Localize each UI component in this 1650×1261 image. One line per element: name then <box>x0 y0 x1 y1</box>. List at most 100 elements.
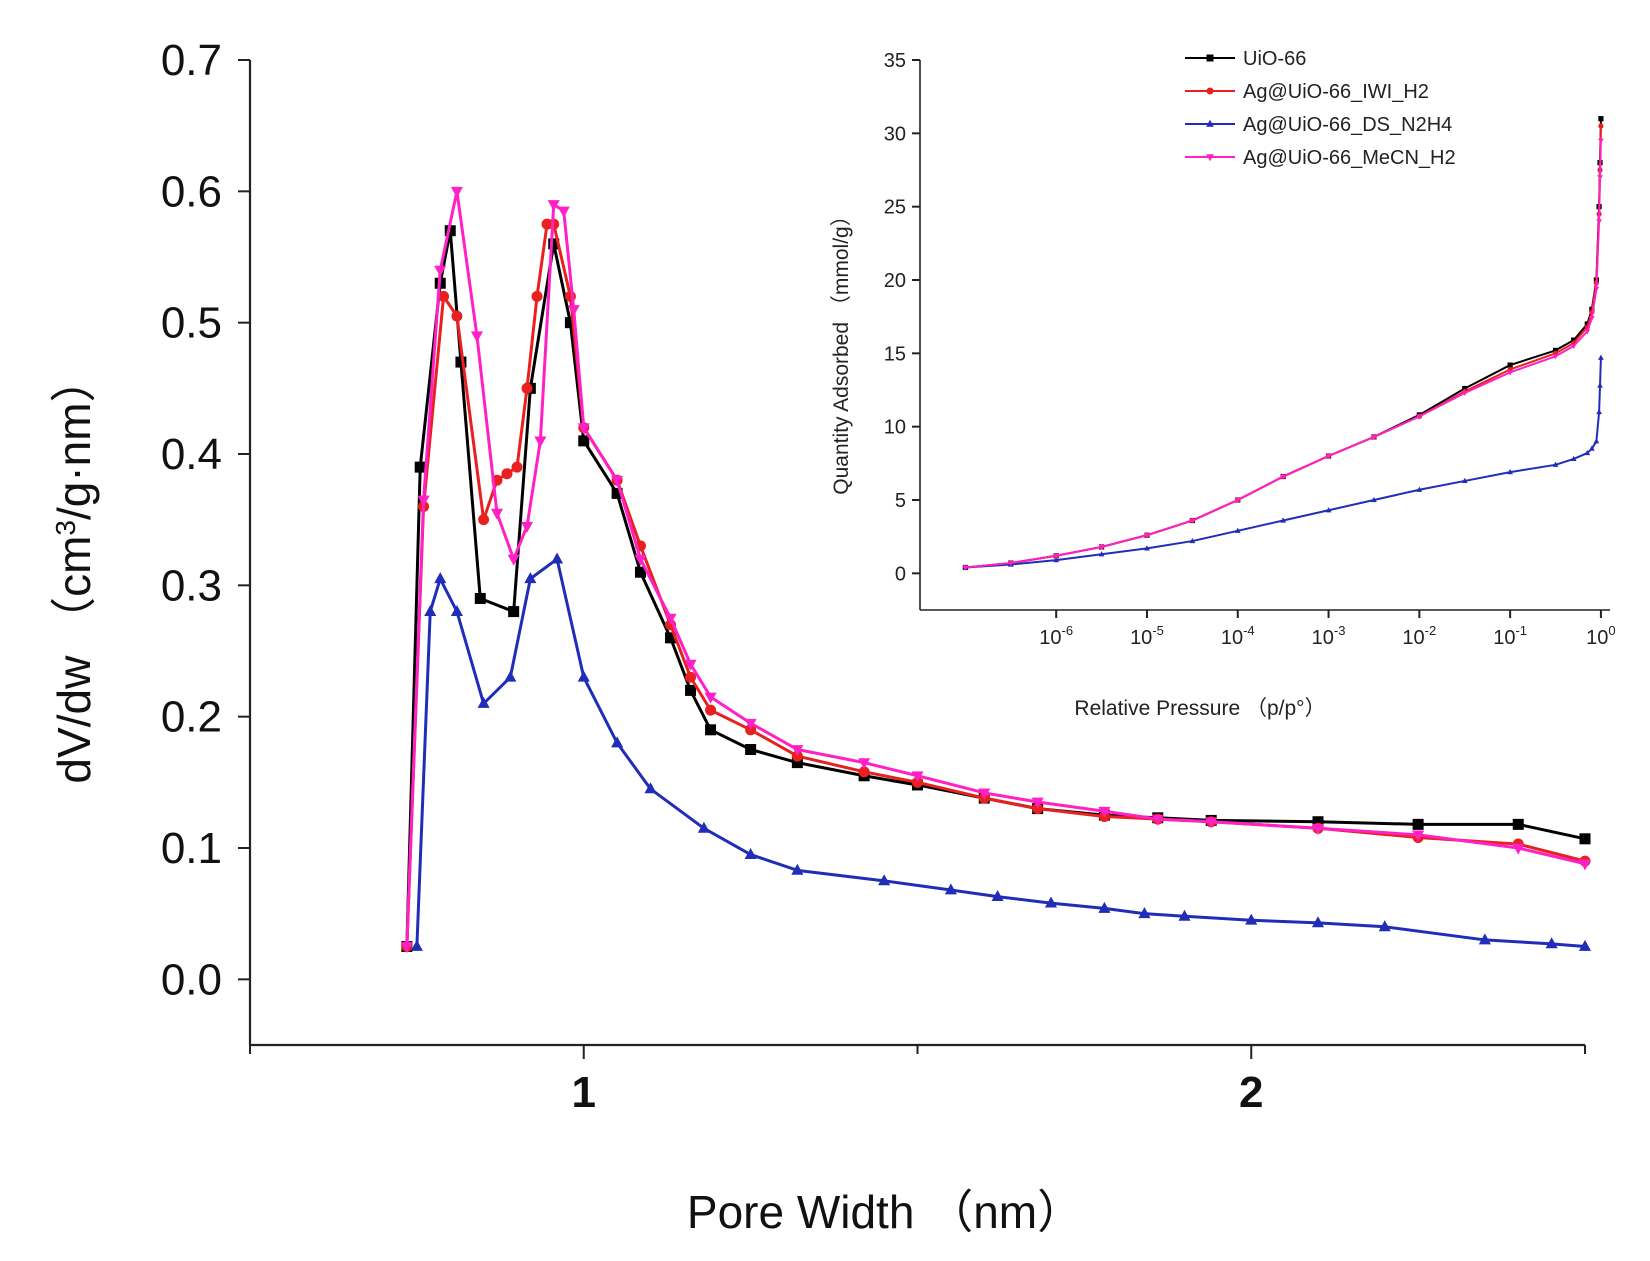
main-data-point <box>450 186 463 198</box>
inset-data-point <box>962 565 969 571</box>
legend-marker <box>1206 154 1214 162</box>
inset-data-point <box>1325 507 1332 513</box>
main-data-point <box>434 572 447 584</box>
main-data-point <box>684 659 697 671</box>
main-data-point <box>611 487 623 499</box>
inset-data-point <box>1144 533 1150 539</box>
main-data-point <box>451 310 463 322</box>
main-data-point <box>577 670 590 682</box>
legend-entry: Ag@UiO-66_IWI_H2 <box>1185 81 1429 103</box>
main-data-point <box>1311 823 1325 835</box>
inset-data-point <box>1584 449 1591 456</box>
inset-background <box>870 40 1610 740</box>
main-data-point <box>450 605 463 616</box>
main-x-tick-label: 2 <box>1239 1068 1263 1117</box>
main-series-2 <box>410 552 1592 951</box>
inset-data-point <box>1593 286 1600 292</box>
main-data-point <box>697 821 710 833</box>
inset-x-tick-exponent: -1 <box>1515 623 1527 638</box>
inset-data-point <box>1462 385 1468 392</box>
inset-data-point <box>1234 497 1241 504</box>
main-data-point <box>1312 816 1324 828</box>
inset-data-point <box>1098 551 1105 557</box>
main-data-point <box>478 514 490 526</box>
main-data-point <box>911 771 924 783</box>
main-data-point <box>1205 817 1218 829</box>
main-data-point <box>1031 797 1044 809</box>
inset-series-2 <box>962 354 1604 570</box>
main-series-3 <box>400 186 1592 954</box>
inset-x-tick-base: 10 <box>1586 627 1608 649</box>
main-data-point <box>504 670 517 682</box>
main-data-point <box>1545 937 1558 949</box>
inset-x-tick-base: 10 <box>1312 627 1334 649</box>
main-data-point <box>858 766 870 778</box>
inset-y-tick-label: 25 <box>884 197 906 219</box>
main-data-point <box>878 874 891 886</box>
inset-data-point <box>1325 453 1332 460</box>
main-data-point <box>444 225 456 237</box>
main-data-point <box>685 671 697 683</box>
main-y-axis-title-part1: dV/dw （cm <box>48 536 100 784</box>
main-data-point <box>531 290 543 302</box>
main-data-point <box>1412 818 1424 830</box>
main-data-point <box>400 942 413 954</box>
inset-y-tick-label: 35 <box>884 50 906 72</box>
inset-x-tick-label: 10-2 <box>1402 623 1436 649</box>
inset-data-point <box>1507 362 1513 368</box>
main-data-point <box>991 889 1004 901</box>
inset-y-tick-label: 10 <box>884 417 906 439</box>
main-data-point <box>944 883 957 895</box>
inset-y-tick-label: 20 <box>884 270 906 292</box>
inset-data-point <box>1596 219 1602 225</box>
main-data-point <box>1512 818 1524 830</box>
inset-data-point <box>1053 553 1060 559</box>
main-data-point <box>501 468 513 480</box>
inset-data-point <box>1053 557 1060 563</box>
legend-marker <box>1206 54 1214 62</box>
main-data-point <box>685 684 697 696</box>
main-data-point <box>424 605 437 616</box>
inset-data-point <box>1371 434 1377 441</box>
inset-x-tick-label: 100 <box>1586 623 1615 649</box>
main-data-point <box>470 331 483 343</box>
main-data-point <box>511 461 523 473</box>
main-data-point <box>534 436 547 448</box>
main-data-point <box>978 788 991 800</box>
inset-x-tick-label: 10-1 <box>1493 623 1527 649</box>
main-data-point <box>1178 909 1191 921</box>
main-data-point <box>858 758 871 770</box>
inset-x-tick-base: 10 <box>1130 627 1152 649</box>
main-data-point <box>417 495 430 507</box>
main-data-point <box>508 606 520 618</box>
inset-x-tick-base: 10 <box>1402 627 1424 649</box>
inset-data-point <box>1189 518 1196 524</box>
inset-x-tick-label: 10-6 <box>1039 623 1073 649</box>
inset-legend: UiO-66 Ag@UiO-66_IWI_H2 Ag@UiO-66_DS_N2H4 A… <box>1185 48 1456 169</box>
inset-y-axis-title: Quantity Adsorbed （mmol/g） <box>830 205 853 494</box>
main-data-point <box>455 356 467 368</box>
main-data-point <box>664 613 677 625</box>
main-data-point <box>611 736 624 748</box>
main-data-point <box>1138 907 1151 919</box>
main-data-point <box>438 290 450 302</box>
main-data-point <box>1151 814 1164 826</box>
main-data-point <box>634 566 646 578</box>
main-data-point <box>644 782 657 794</box>
inset-data-point <box>1571 337 1577 343</box>
inset-x-axis-title: Relative Pressure （p/p°） <box>1074 697 1325 720</box>
main-y-tick-label: 0.2 <box>161 693 222 742</box>
inset-data-point <box>1588 445 1595 451</box>
main-data-point <box>1478 933 1491 945</box>
inset-data-point <box>1507 469 1513 475</box>
inset-data-point <box>1507 370 1513 376</box>
inset-data-point <box>1588 316 1595 322</box>
main-data-point <box>557 206 570 218</box>
main-data-point <box>1245 913 1258 925</box>
inset-data-point <box>1598 138 1604 144</box>
inset-y-tick-label: 5 <box>895 490 906 512</box>
main-data-point <box>507 554 520 566</box>
